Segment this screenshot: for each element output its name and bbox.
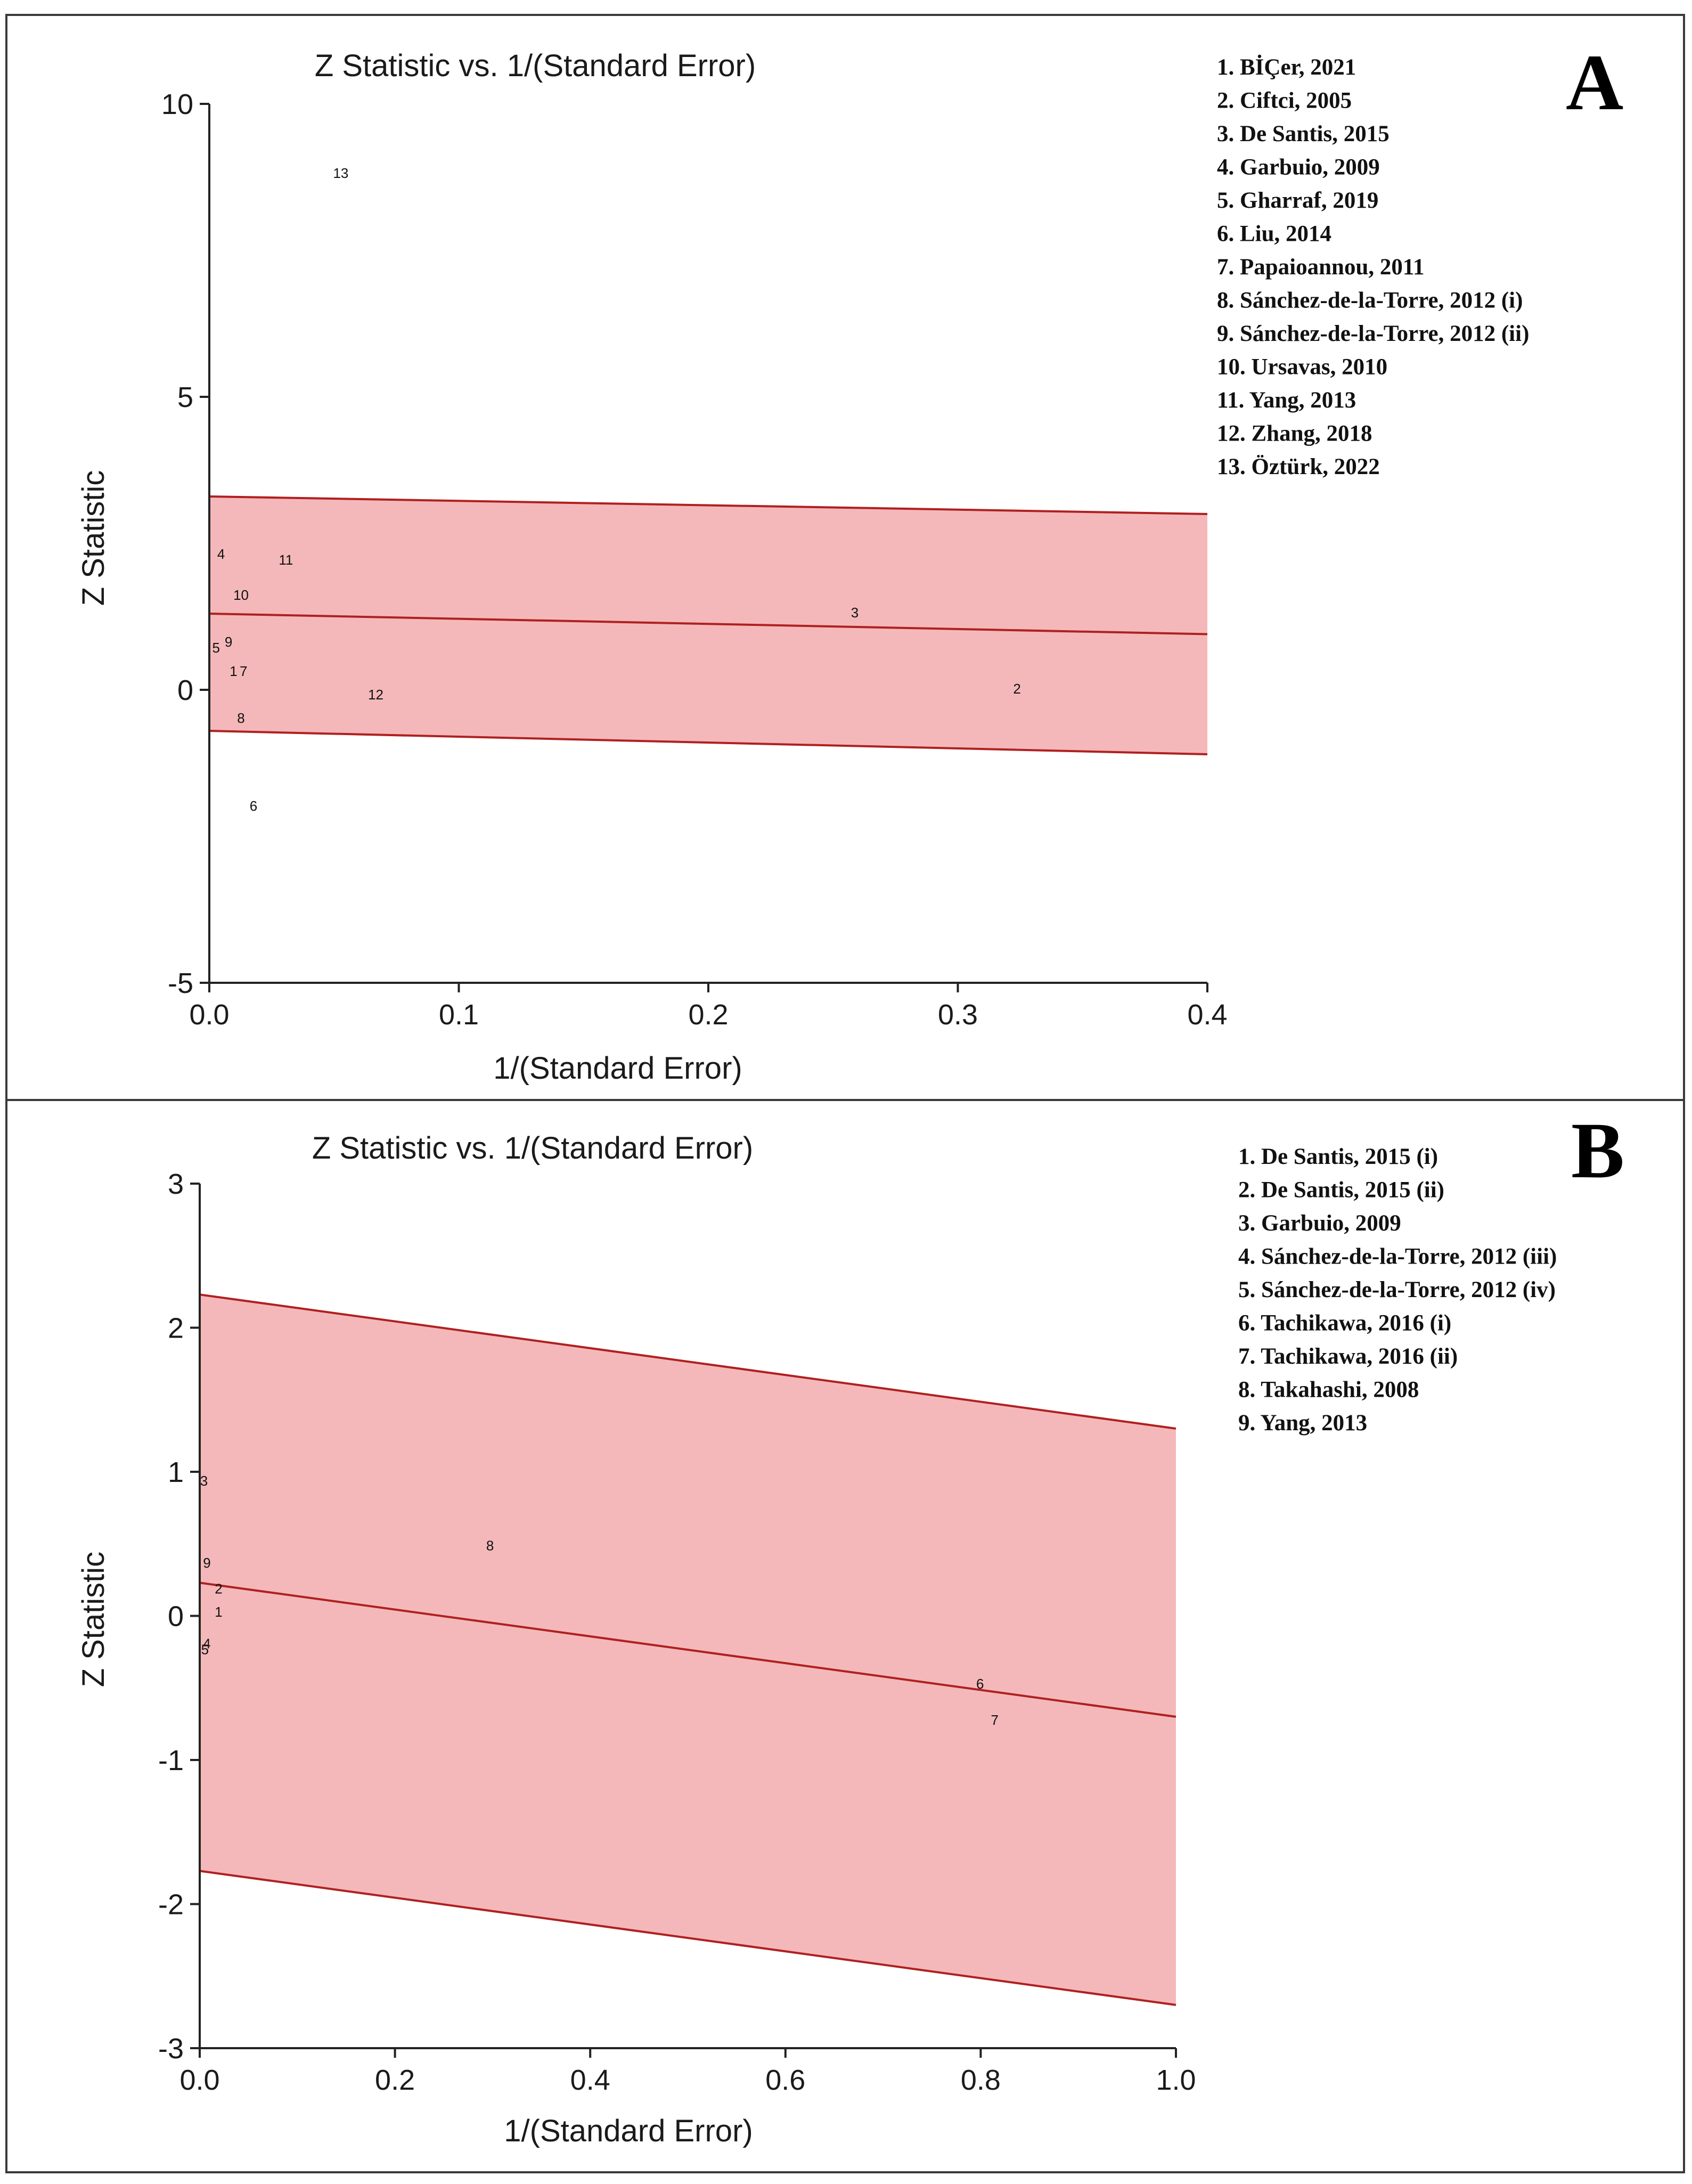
legend-item: 2. Ciftci, 2005 bbox=[1217, 88, 1352, 113]
data-point: 8 bbox=[237, 710, 244, 726]
confidence-upper-line bbox=[199, 1293, 1176, 1430]
x-tick-label: 0.3 bbox=[938, 999, 978, 1031]
legend-item: 7. Papaioannou, 2011 bbox=[1217, 255, 1425, 280]
chart-title: Z Statistic vs. 1/(Standard Error) bbox=[312, 1131, 753, 1166]
data-point: 7 bbox=[991, 1712, 998, 1728]
confidence-lower-line bbox=[209, 730, 1208, 755]
legend-item: 8. Sánchez-de-la-Torre, 2012 (i) bbox=[1217, 288, 1523, 313]
legend-item: 7. Tachikawa, 2016 (ii) bbox=[1238, 1344, 1458, 1369]
x-tick-label: 0.4 bbox=[570, 2064, 610, 2096]
data-point: 8 bbox=[486, 1538, 494, 1554]
legend-item: 1. De Santis, 2015 (i) bbox=[1238, 1144, 1438, 1169]
legend-item: 6. Tachikawa, 2016 (i) bbox=[1238, 1311, 1451, 1336]
y-tick-label: -2 bbox=[158, 1889, 184, 1921]
data-point: 4 bbox=[217, 546, 225, 562]
panel-b: Z Statistic vs. 1/(Standard Error) B Z S… bbox=[76, 1106, 1624, 2148]
panel-a: Z Statistic vs. 1/(Standard Error) A Z S… bbox=[76, 38, 1623, 1086]
legend-item: 12. Zhang, 2018 bbox=[1217, 421, 1372, 446]
figure-frame bbox=[5, 14, 1685, 2173]
y-tick-label: 2 bbox=[168, 1313, 184, 1344]
regression-line bbox=[199, 1582, 1176, 1718]
legend-item: 3. De Santis, 2015 bbox=[1217, 121, 1389, 146]
x-tick-label: 0.1 bbox=[439, 999, 479, 1031]
data-point: 4 bbox=[203, 1635, 210, 1651]
legend-item: 9. Yang, 2013 bbox=[1238, 1411, 1367, 1436]
plot-area: -3 -2 -1 0 1 2 3 0.0 0.2 0.4 0.6 0.8 1.0 1 2 3 45 6 7 8 9 bbox=[158, 1168, 1196, 2096]
legend-item: 4. Garbuio, 2009 bbox=[1217, 155, 1380, 180]
legend-item: 5. Gharraf, 2019 bbox=[1217, 188, 1378, 213]
legend-item: 11. Yang, 2013 bbox=[1217, 388, 1356, 413]
regression-line bbox=[209, 613, 1208, 635]
x-axis-title: 1/(Standard Error) bbox=[504, 2114, 753, 2148]
chart-title: Z Statistic vs. 1/(Standard Error) bbox=[315, 48, 756, 83]
data-point: 2 bbox=[1013, 681, 1020, 697]
legend-item: 13. Öztürk, 2022 bbox=[1217, 454, 1380, 479]
y-axis-title: Z Statistic bbox=[76, 470, 111, 606]
data-point: 5 bbox=[201, 1641, 209, 1657]
data-point: 11 bbox=[279, 552, 293, 568]
legend-item: 2. De Santis, 2015 (ii) bbox=[1238, 1178, 1444, 1203]
y-tick-label: -1 bbox=[158, 1745, 184, 1776]
x-tick-label: 0.0 bbox=[179, 2064, 219, 2096]
legend-item: 5. Sánchez-de-la-Torre, 2012 (iv) bbox=[1238, 1277, 1556, 1302]
confidence-lower-line bbox=[199, 1870, 1176, 2006]
x-tick-label: 0.2 bbox=[688, 999, 728, 1031]
confidence-band bbox=[209, 496, 1207, 754]
x-axis-title: 1/(Standard Error) bbox=[493, 1051, 742, 1086]
data-point: 1 bbox=[215, 1604, 222, 1620]
data-point: 7 bbox=[240, 663, 247, 679]
data-point: 3 bbox=[851, 605, 859, 621]
y-tick-label: 0 bbox=[177, 674, 193, 706]
panel-letter-b: B bbox=[1571, 1106, 1624, 1195]
legend-item: 8. Takahashi, 2008 bbox=[1238, 1378, 1419, 1403]
x-tick-label: 1.0 bbox=[1156, 2064, 1196, 2096]
data-point: 13 bbox=[333, 165, 348, 181]
legend: 1. BİÇer, 2021 2. Ciftci, 2005 3. De Santi… bbox=[1217, 55, 1529, 479]
y-axis-title: Z Statistic bbox=[76, 1552, 111, 1688]
legend-item: 9. Sánchez-de-la-Torre, 2012 (ii) bbox=[1217, 321, 1529, 346]
legend-item: 10. Ursavas, 2010 bbox=[1217, 355, 1387, 380]
data-point: 2 bbox=[215, 1581, 222, 1597]
data-point: 12 bbox=[368, 687, 383, 703]
x-tick-label: 0.6 bbox=[765, 2064, 805, 2096]
x-tick-label: 0.4 bbox=[1187, 999, 1227, 1031]
data-point: 3 bbox=[200, 1473, 208, 1489]
y-tick-label: -3 bbox=[158, 2033, 184, 2065]
y-tick-label: 0 bbox=[168, 1601, 184, 1633]
data-point: 9 bbox=[225, 634, 232, 650]
legend-item: 6. Liu, 2014 bbox=[1217, 222, 1331, 247]
data-point: 6 bbox=[250, 798, 257, 814]
legend: 1. De Santis, 2015 (i) 2. De Santis, 2015… bbox=[1238, 1144, 1557, 1436]
data-point: 10 bbox=[233, 587, 249, 603]
legend-item: 3. Garbuio, 2009 bbox=[1238, 1211, 1401, 1236]
legend-item: 1. BİÇer, 2021 bbox=[1217, 55, 1356, 80]
confidence-upper-line bbox=[209, 495, 1208, 515]
y-tick-label: -5 bbox=[168, 967, 193, 999]
x-tick-label: 0.2 bbox=[375, 2064, 415, 2096]
data-point: 1 bbox=[230, 663, 237, 679]
data-point: 6 bbox=[976, 1676, 984, 1692]
legend-item: 4. Sánchez-de-la-Torre, 2012 (iii) bbox=[1238, 1244, 1557, 1269]
data-point: 5 bbox=[212, 640, 219, 656]
y-tick-label: 5 bbox=[177, 381, 193, 413]
x-tick-label: 0.8 bbox=[961, 2064, 1001, 2096]
y-tick-label: 3 bbox=[168, 1168, 184, 1200]
data-point: 9 bbox=[203, 1555, 210, 1571]
y-tick-label: 1 bbox=[168, 1456, 184, 1488]
panel-letter-a: A bbox=[1566, 38, 1623, 127]
x-tick-label: 0.0 bbox=[189, 999, 229, 1031]
y-tick-label: 10 bbox=[161, 88, 193, 120]
